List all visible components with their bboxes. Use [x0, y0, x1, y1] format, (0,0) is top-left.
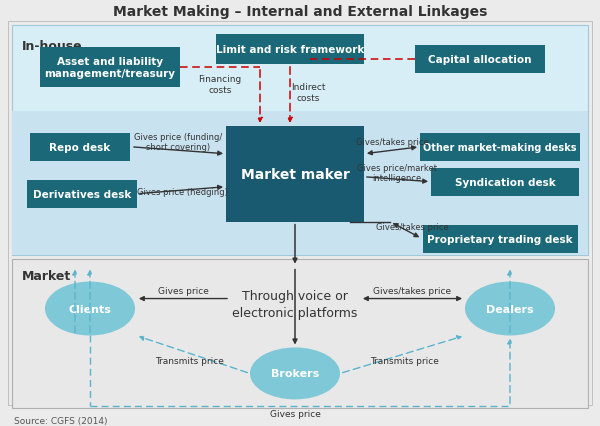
Text: Market: Market [22, 269, 71, 282]
Text: Asset and liability
management/treasury: Asset and liability management/treasury [44, 57, 176, 79]
Text: In-house: In-house [22, 40, 83, 53]
Text: Derivatives desk: Derivatives desk [33, 189, 131, 199]
Text: Transmits price: Transmits price [371, 356, 439, 365]
FancyBboxPatch shape [226, 127, 364, 222]
FancyBboxPatch shape [8, 22, 592, 406]
Text: Gives price: Gives price [158, 286, 208, 295]
FancyBboxPatch shape [12, 112, 588, 255]
FancyBboxPatch shape [420, 133, 580, 161]
Text: Gives price/market
intelligence: Gives price/market intelligence [357, 164, 437, 183]
Text: Source: CGFS (2014): Source: CGFS (2014) [14, 416, 107, 425]
FancyBboxPatch shape [40, 48, 180, 88]
Text: Transmits price: Transmits price [155, 356, 224, 365]
FancyBboxPatch shape [216, 35, 364, 65]
FancyBboxPatch shape [12, 26, 588, 255]
Text: Proprietary trading desk: Proprietary trading desk [427, 234, 573, 244]
Text: Market maker: Market maker [241, 167, 349, 181]
Ellipse shape [250, 348, 340, 400]
Text: Gives/takes price: Gives/takes price [376, 223, 448, 232]
Text: Syndication desk: Syndication desk [455, 177, 556, 187]
Text: Gives price (hedging): Gives price (hedging) [137, 188, 227, 197]
Text: Limit and risk framework: Limit and risk framework [216, 45, 364, 55]
Text: Gives price (funding/
short covering): Gives price (funding/ short covering) [134, 133, 222, 152]
Ellipse shape [45, 282, 135, 336]
Text: Market Making – Internal and External Linkages: Market Making – Internal and External Li… [113, 5, 487, 19]
Text: Gives/takes price: Gives/takes price [373, 286, 451, 295]
Text: Through voice or
electronic platforms: Through voice or electronic platforms [232, 289, 358, 319]
Text: Gives/takes price: Gives/takes price [356, 138, 428, 147]
FancyBboxPatch shape [422, 225, 577, 253]
Text: Dealers: Dealers [486, 304, 534, 314]
FancyBboxPatch shape [415, 46, 545, 74]
Text: Capital allocation: Capital allocation [428, 55, 532, 65]
FancyBboxPatch shape [431, 168, 579, 196]
Text: Brokers: Brokers [271, 368, 319, 379]
Text: Indirect
costs: Indirect costs [291, 83, 325, 102]
FancyBboxPatch shape [30, 133, 130, 161]
Text: Clients: Clients [68, 304, 112, 314]
FancyBboxPatch shape [12, 259, 588, 409]
Text: Gives price: Gives price [269, 409, 320, 418]
Ellipse shape [465, 282, 555, 336]
Text: Financing
costs: Financing costs [199, 75, 242, 94]
Text: Repo desk: Repo desk [49, 142, 110, 153]
Text: Other market-making desks: Other market-making desks [423, 142, 577, 153]
FancyBboxPatch shape [27, 180, 137, 208]
